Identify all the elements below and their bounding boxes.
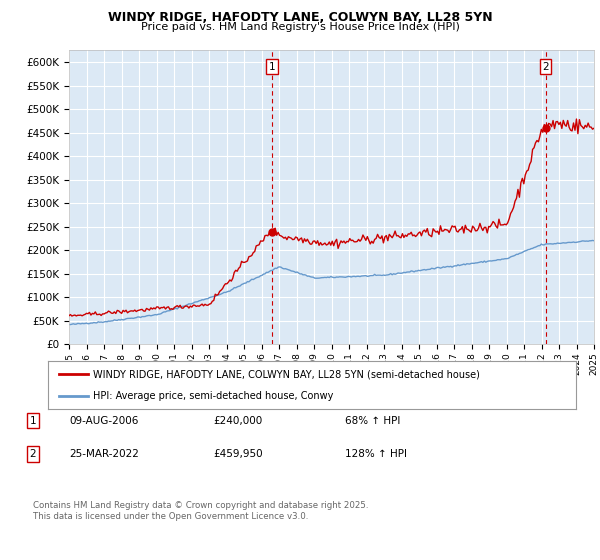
Text: 2: 2 [542,62,549,72]
Text: £459,950: £459,950 [213,449,263,459]
Text: £240,000: £240,000 [213,416,262,426]
Text: 1: 1 [29,416,37,426]
Text: WINDY RIDGE, HAFODTY LANE, COLWYN BAY, LL28 5YN: WINDY RIDGE, HAFODTY LANE, COLWYN BAY, L… [107,11,493,24]
Text: Contains HM Land Registry data © Crown copyright and database right 2025.
This d: Contains HM Land Registry data © Crown c… [33,501,368,521]
Text: 128% ↑ HPI: 128% ↑ HPI [345,449,407,459]
Text: 09-AUG-2006: 09-AUG-2006 [69,416,139,426]
Text: 25-MAR-2022: 25-MAR-2022 [69,449,139,459]
Text: 68% ↑ HPI: 68% ↑ HPI [345,416,400,426]
Text: 2: 2 [29,449,37,459]
Text: 1: 1 [269,62,275,72]
Text: WINDY RIDGE, HAFODTY LANE, COLWYN BAY, LL28 5YN (semi-detached house): WINDY RIDGE, HAFODTY LANE, COLWYN BAY, L… [93,369,480,379]
Text: Price paid vs. HM Land Registry's House Price Index (HPI): Price paid vs. HM Land Registry's House … [140,22,460,32]
Text: HPI: Average price, semi-detached house, Conwy: HPI: Average price, semi-detached house,… [93,391,333,401]
